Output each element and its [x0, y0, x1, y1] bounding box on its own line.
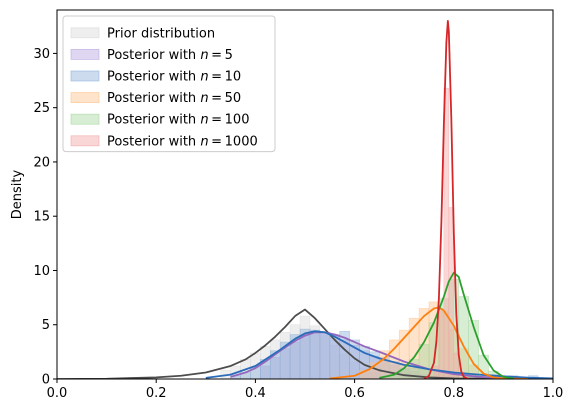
y-axis: 0 5 10 15 20 25 30	[33, 47, 57, 388]
legend-box	[62, 15, 276, 153]
histogram-bar	[453, 352, 460, 379]
density-curve-5	[423, 19, 470, 379]
legend-swatch	[70, 27, 100, 39]
histogram-series-2	[230, 328, 539, 379]
legend-entry: Posterior with n = 10	[107, 70, 241, 85]
density-curve-3	[329, 306, 529, 379]
legend-swatch	[70, 49, 100, 60]
legend-entry: Posterior with n = 100	[107, 113, 249, 128]
legend-entry: Posterior with n = 5	[107, 48, 233, 63]
x-tick-label: 0.2	[146, 386, 167, 401]
y-tick-label: 5	[42, 318, 50, 333]
y-tick-label: 20	[33, 155, 50, 170]
x-tick-label: 0.8	[443, 386, 464, 401]
legend-entry: Prior distribution	[107, 26, 215, 41]
x-tick-label: 1.0	[543, 386, 564, 401]
histogram-bar	[438, 308, 445, 379]
legend-swatch	[70, 70, 100, 82]
histogram-bar	[319, 332, 331, 379]
x-tick-label: 0.6	[344, 386, 365, 401]
histogram-bar	[309, 329, 321, 379]
legend-swatch	[70, 135, 100, 147]
histogram-bar	[443, 87, 450, 379]
histogram-bar	[418, 343, 430, 379]
histogram-series-5	[433, 87, 460, 379]
y-tick-label: 30	[33, 47, 50, 62]
y-tick-label: 25	[33, 101, 50, 116]
density-curve-4	[379, 271, 514, 379]
axes-frame	[56, 9, 554, 380]
y-tick-label: 0	[42, 373, 50, 388]
legend-swatch	[70, 113, 100, 125]
density-curve-0	[57, 308, 553, 379]
y-axis-label: Density	[10, 169, 25, 219]
legend-entry: Posterior with n = 1000	[107, 134, 258, 149]
plot-area	[57, 19, 553, 379]
histogram-bar	[448, 207, 455, 379]
density-curve-2	[205, 330, 553, 379]
y-tick-label: 10	[33, 264, 50, 279]
legend: Prior distribution Posterior with n = 5 Po…	[62, 15, 276, 153]
legend-swatch	[70, 92, 100, 103]
y-tick-label: 15	[33, 210, 50, 225]
x-axis: 0.0 0.2 0.4 0.6 0.8 1.0	[47, 379, 564, 401]
legend-entry: Posterior with n = 50	[107, 91, 241, 106]
x-tick-label: 0.4	[245, 386, 266, 401]
x-tick-label: 0.0	[47, 386, 68, 401]
density-curve-1	[230, 331, 553, 379]
